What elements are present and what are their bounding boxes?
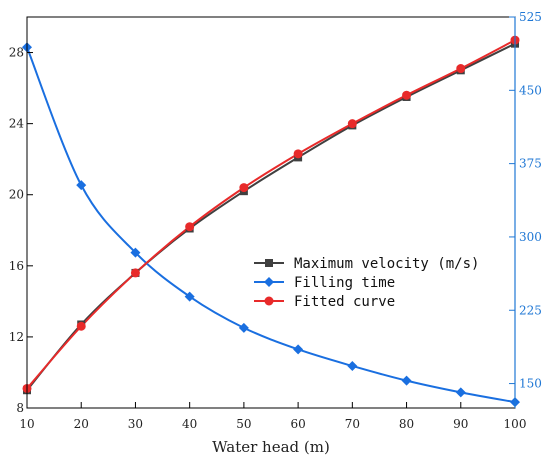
filling-time-point	[76, 180, 87, 191]
fitted-curve-point	[402, 90, 412, 100]
y-right-tick-label: 375	[519, 157, 542, 171]
legend: Maximum velocity (m/s) Filling time Fitted…	[254, 256, 479, 310]
y-right-tick-label: 300	[519, 230, 542, 244]
legend-marker-filling-time	[264, 277, 274, 287]
filling-time-point	[130, 247, 141, 258]
x-tick-label: 40	[182, 417, 197, 431]
y-right-tick-label: 450	[519, 83, 542, 97]
y-left-tick-label: 24	[9, 117, 25, 131]
filling-time-point	[184, 291, 195, 302]
max-velocity-line	[26, 42, 516, 391]
fitted-curve-point	[293, 149, 303, 159]
x-tick-label: 10	[19, 417, 34, 431]
x-tick-label: 50	[236, 417, 251, 431]
y-left-tick-label: 8	[16, 401, 24, 415]
legend-marker-fitted-curve	[264, 296, 274, 306]
legend-label-max-velocity: Maximum velocity (m/s)	[294, 256, 479, 272]
x-tick-label: 100	[504, 417, 527, 431]
curves-layer	[26, 39, 516, 404]
filling-time-point	[293, 344, 304, 355]
y-left-tick-label: 20	[9, 188, 24, 202]
y-right-tick-label: 150	[519, 377, 542, 391]
fitted-curve-point	[347, 119, 357, 129]
filling-time-line	[26, 46, 516, 404]
x-tick-label: 30	[128, 417, 143, 431]
legend-label-filling-time: Filling time	[294, 275, 395, 291]
filling-time-point	[347, 360, 358, 371]
filling-time-point	[238, 322, 249, 333]
legend-label-fitted-curve: Fitted curve	[294, 294, 395, 310]
ticks-layer: 10 20 30 40 50 60 70 80 90 100 8 12 16 20 24 28 150 225 30…	[9, 10, 542, 431]
x-tick-label: 60	[290, 417, 305, 431]
x-tick-label: 80	[399, 417, 414, 431]
y-right-tick-label: 225	[519, 303, 542, 317]
fitted-curve-point	[239, 183, 249, 193]
y-left-tick-label: 28	[9, 46, 24, 60]
x-tick-label: 70	[345, 417, 360, 431]
fitted-curve-line	[26, 39, 516, 390]
plot-frame	[26, 16, 516, 409]
y-right-tick-label: 525	[519, 10, 542, 24]
fitted-curve-point	[456, 64, 466, 74]
y-left-tick-label: 16	[9, 259, 24, 273]
fitted-curve-point	[185, 222, 195, 232]
markers-layer	[22, 35, 520, 408]
fitted-curve-point	[130, 268, 140, 278]
x-tick-label: 90	[453, 417, 468, 431]
legend-marker-max-velocity	[265, 259, 273, 267]
fitted-curve-point	[76, 321, 86, 331]
x-axis-title: Water head (m)	[212, 438, 330, 456]
filling-time-point	[401, 375, 412, 386]
x-tick-label: 20	[74, 417, 89, 431]
y-left-tick-label: 12	[9, 330, 24, 344]
filling-time-point	[455, 387, 466, 398]
